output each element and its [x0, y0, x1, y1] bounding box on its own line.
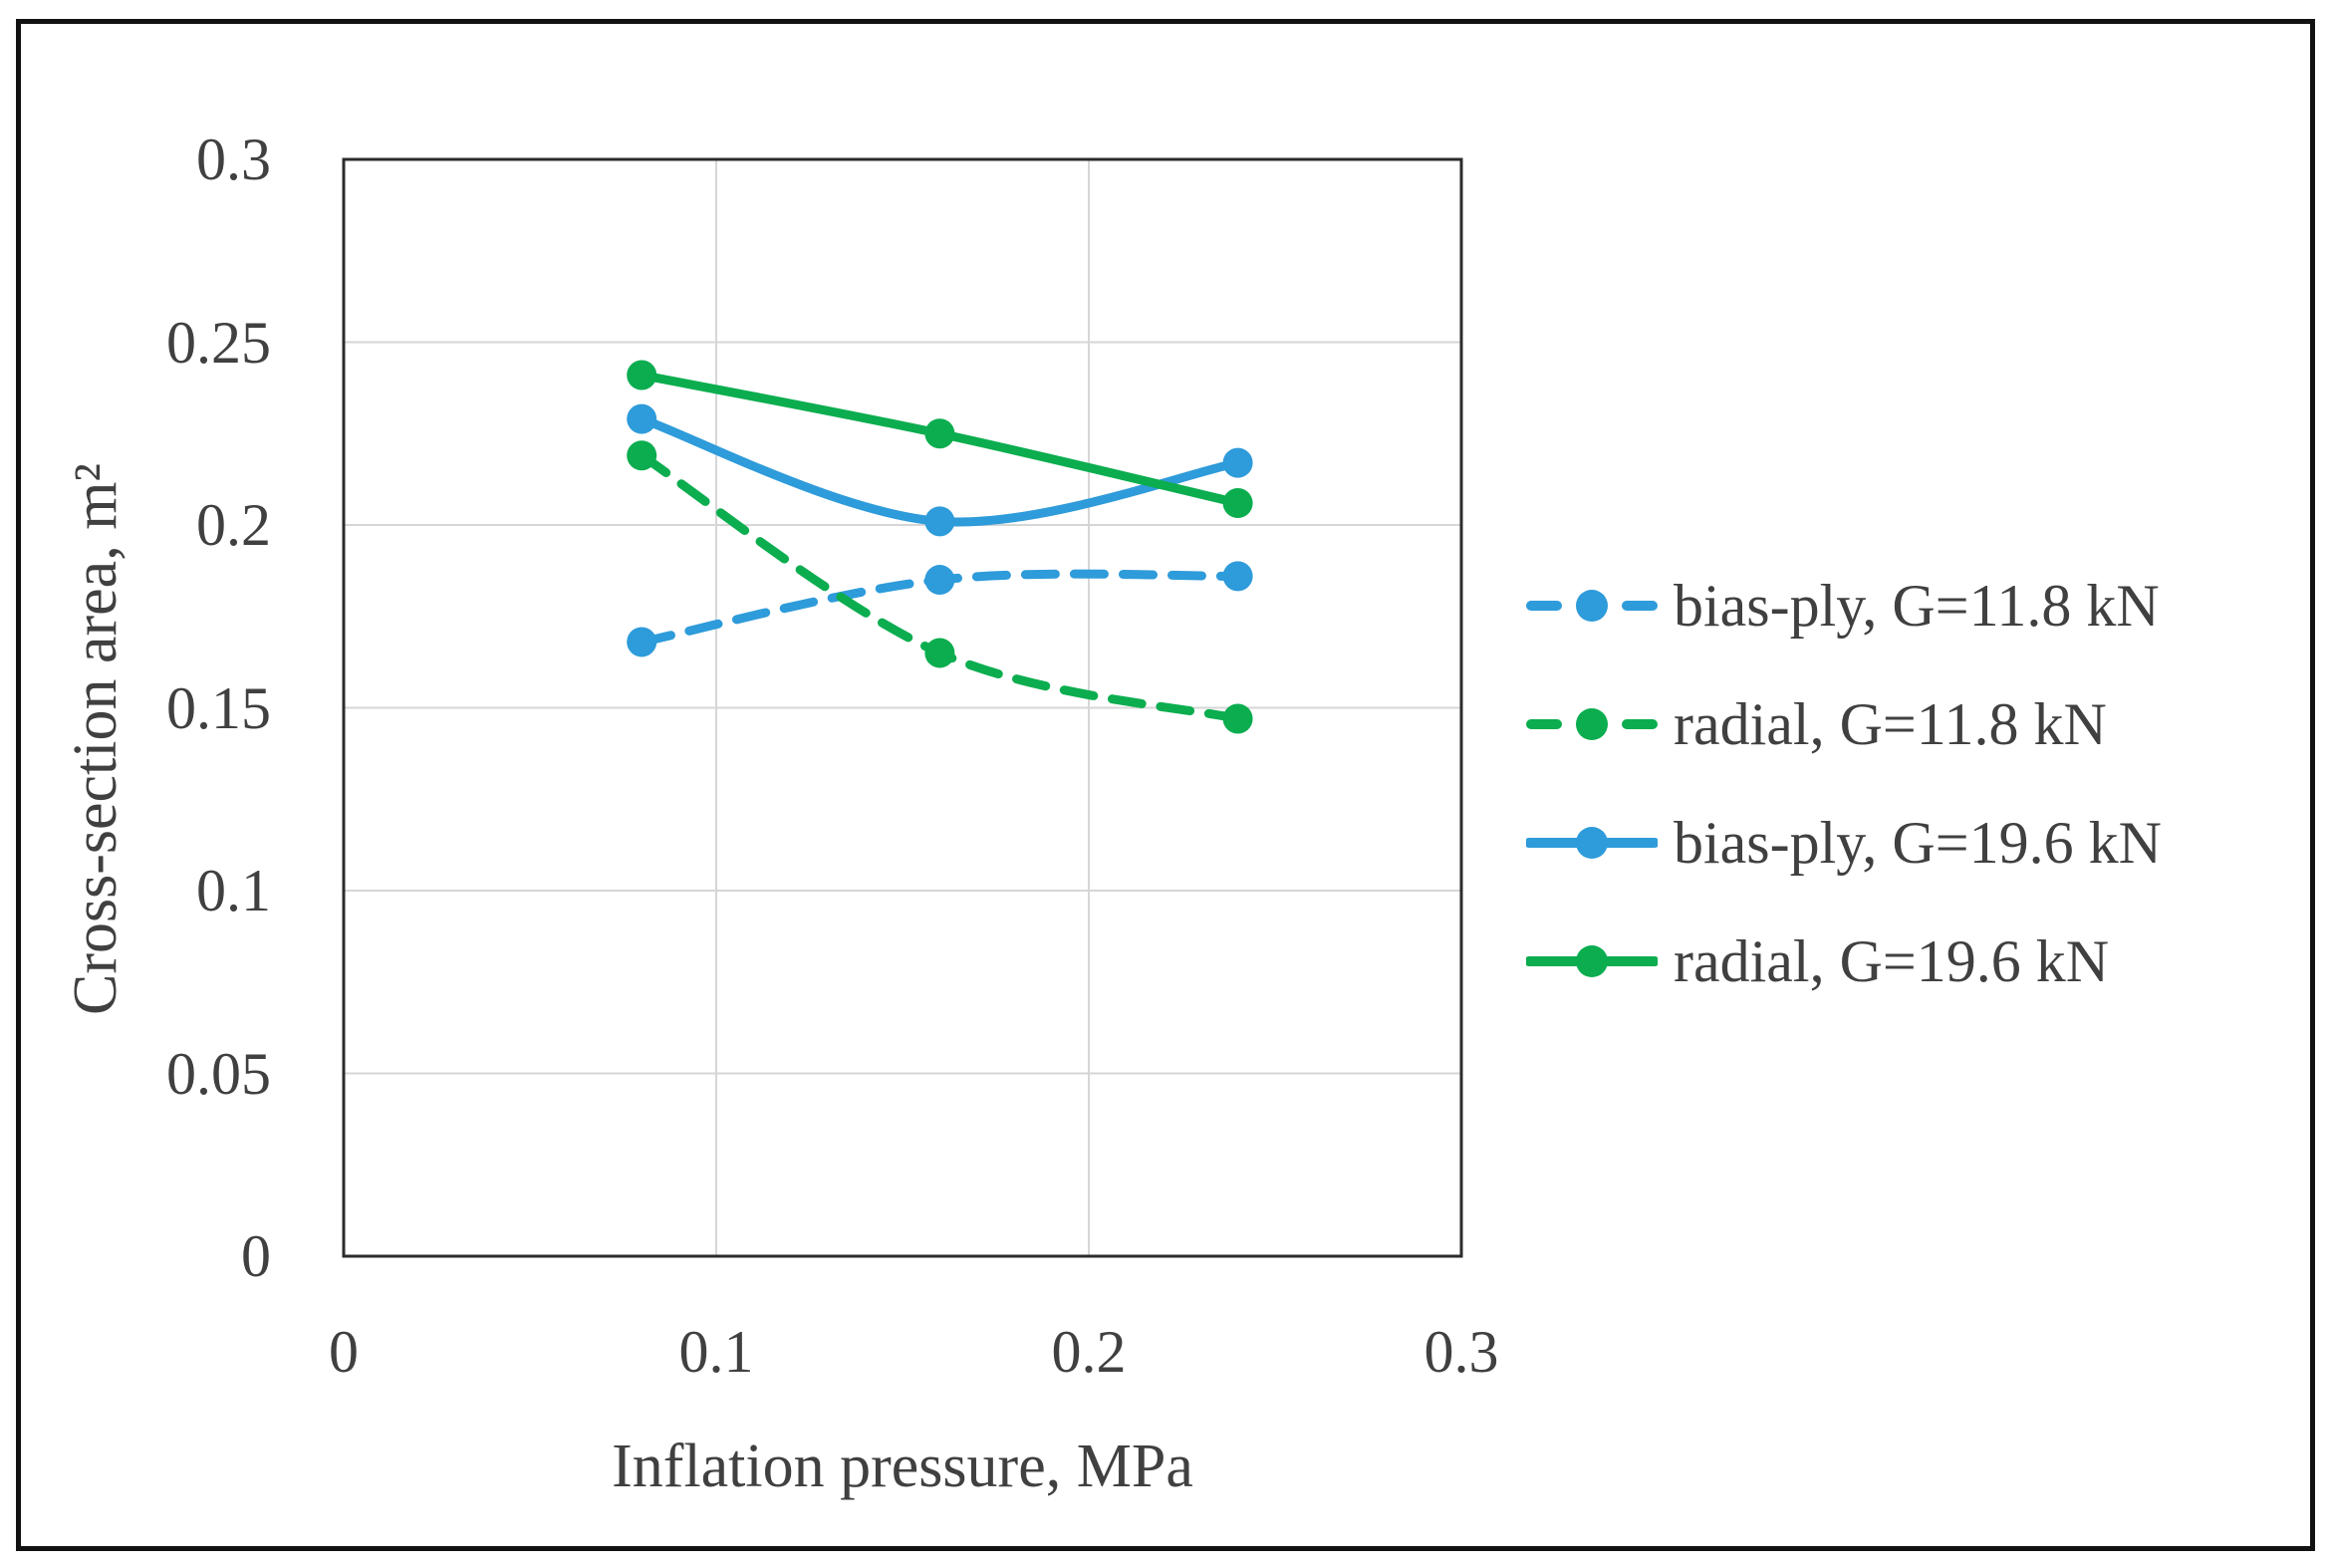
x-tick-label: 0 — [329, 1319, 359, 1385]
x-tick-label: 0.3 — [1423, 1319, 1499, 1385]
legend-item-radial-11-8: radial, G=11.8 kN — [1526, 664, 2162, 783]
series-layer — [627, 360, 1253, 734]
data-point — [924, 418, 955, 449]
data-point — [627, 440, 657, 471]
legend-marker-solid-green — [1526, 944, 1658, 977]
legend-marker-dot — [1576, 944, 1608, 977]
legend-marker-dot — [1576, 707, 1608, 740]
data-point — [924, 565, 955, 596]
legend-item-radial-19-6: radial, G=19.6 kN — [1526, 902, 2162, 1020]
x-tick-label: 0.1 — [678, 1319, 754, 1385]
y-tick-label: 0.15 — [166, 674, 271, 741]
y-tick-label: 0.1 — [196, 858, 271, 923]
data-point — [1222, 447, 1253, 478]
y-tick-label: 0.05 — [166, 1040, 271, 1107]
legend-item-bias-ply-11-8: bias-ply, G=11.8 kN — [1526, 546, 2162, 664]
legend-marker-dashed-blue — [1526, 589, 1658, 622]
y-tick-label: 0 — [241, 1223, 271, 1289]
legend-label: radial, G=19.6 kN — [1674, 927, 2110, 994]
y-tick-label: 0.25 — [166, 309, 271, 376]
legend-item-bias-ply-19-6: bias-ply, G=19.6 kN — [1526, 783, 2162, 902]
y-axis-title: Cross-section area, m² — [62, 462, 129, 1016]
data-point — [924, 638, 955, 668]
legend-label: radial, G=11.8 kN — [1674, 690, 2107, 757]
legend-label: bias-ply, G=19.6 kN — [1674, 809, 2162, 876]
data-point — [924, 506, 955, 537]
legend-marker-dot — [1576, 589, 1608, 622]
data-point — [1222, 487, 1253, 518]
plot-border — [342, 157, 1463, 1258]
legend: bias-ply, G=11.8 kN radial, G=11.8 kN bi… — [1526, 546, 2162, 1020]
figure-border — [16, 19, 2315, 1551]
legend-marker-solid-blue — [1526, 826, 1658, 859]
gridlines — [344, 159, 1461, 1256]
y-tick-label: 0.3 — [196, 127, 271, 192]
data-point — [627, 627, 657, 657]
legend-marker-dot — [1576, 826, 1608, 859]
data-point — [1222, 703, 1253, 734]
data-point — [627, 403, 657, 434]
data-point — [627, 360, 657, 391]
data-point — [1222, 561, 1253, 592]
x-axis-title: Inflation pressure, MPa — [612, 1433, 1193, 1500]
x-tick-label: 0.2 — [1051, 1319, 1127, 1385]
y-tick-label: 0.2 — [196, 492, 271, 558]
legend-label: bias-ply, G=11.8 kN — [1674, 572, 2160, 639]
legend-marker-dashed-green — [1526, 707, 1658, 740]
